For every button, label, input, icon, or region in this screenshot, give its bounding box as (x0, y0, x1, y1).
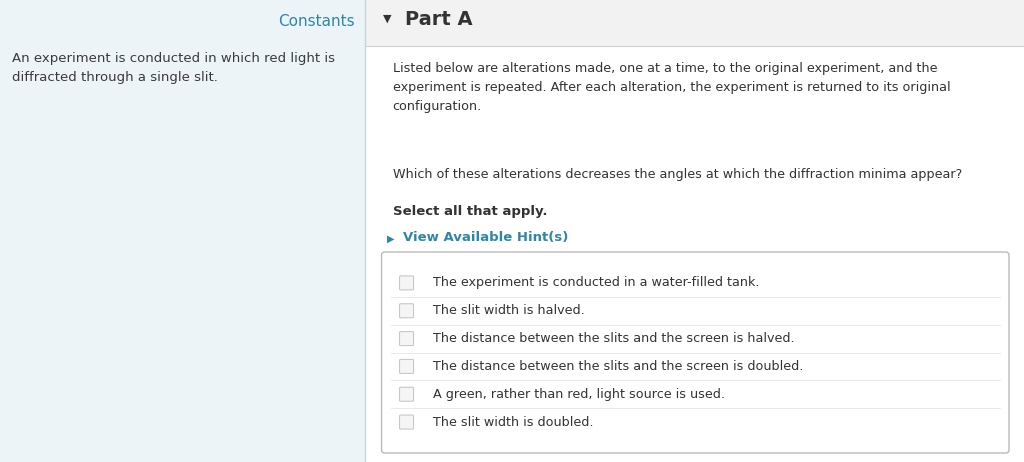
Text: The distance between the slits and the screen is halved.: The distance between the slits and the s… (432, 332, 795, 345)
Text: View Available Hint(s): View Available Hint(s) (402, 231, 568, 244)
FancyBboxPatch shape (399, 415, 414, 429)
FancyBboxPatch shape (382, 252, 1009, 453)
Bar (0, 45, 365, 200)
Bar (0, 0, 365, 462)
Text: Which of these alterations decreases the angles at which the diffraction minima : Which of these alterations decreases the… (392, 168, 962, 181)
Text: Constants: Constants (278, 14, 354, 29)
FancyBboxPatch shape (399, 387, 414, 401)
Text: ▶: ▶ (386, 234, 394, 244)
FancyBboxPatch shape (399, 304, 414, 318)
FancyBboxPatch shape (399, 332, 414, 346)
FancyBboxPatch shape (399, 276, 414, 290)
FancyBboxPatch shape (399, 359, 414, 373)
Text: ▼: ▼ (383, 14, 391, 24)
Text: An experiment is conducted in which red light is
diffracted through a single sli: An experiment is conducted in which red … (12, 52, 335, 84)
Text: The distance between the slits and the screen is doubled.: The distance between the slits and the s… (432, 360, 803, 373)
Text: A green, rather than red, light source is used.: A green, rather than red, light source i… (432, 388, 725, 401)
Text: Part A: Part A (404, 10, 472, 29)
Text: The experiment is conducted in a water-filled tank.: The experiment is conducted in a water-f… (432, 276, 759, 289)
Bar (365, 0, 1024, 46)
Text: Select all that apply.: Select all that apply. (392, 205, 547, 218)
Text: The slit width is doubled.: The slit width is doubled. (432, 416, 593, 429)
Text: The slit width is halved.: The slit width is halved. (432, 304, 585, 317)
Text: Listed below are alterations made, one at a time, to the original experiment, an: Listed below are alterations made, one a… (392, 62, 950, 113)
